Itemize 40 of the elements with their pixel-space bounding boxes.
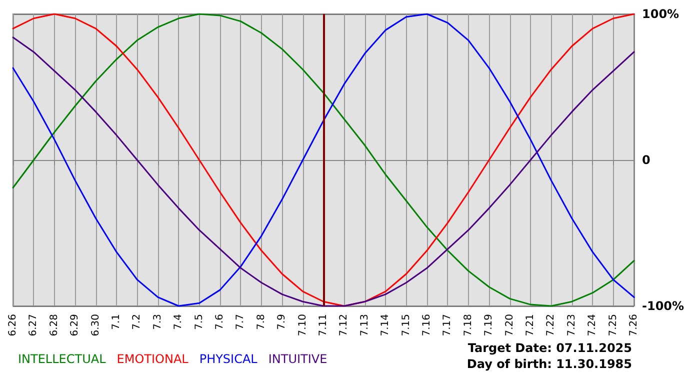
x-tick-label: 7.14	[380, 314, 392, 336]
x-tick-label: 7.1	[111, 314, 122, 330]
text: EMOTIONAL	[116, 352, 189, 366]
x-tick-label: 6.30	[90, 314, 102, 336]
x-tick-label: 7.26	[628, 314, 640, 336]
x-tick-label: 7.12	[338, 314, 350, 336]
x-tick-label: 6.26	[8, 314, 18, 336]
x-tick-label: 7.10	[297, 314, 308, 336]
text: PHYSICAL	[199, 352, 258, 366]
y-tick-label: 0	[642, 153, 650, 167]
x-tick-label: 7.24	[587, 314, 598, 336]
x-tick-label: 7.4	[173, 314, 184, 330]
x-tick-label: 7.9	[276, 314, 288, 330]
x-tick-label: 6.28	[48, 314, 60, 336]
x-tick-label: 7.23	[566, 314, 578, 336]
text: Target Date: 07.11.2025	[468, 341, 632, 355]
text: INTUITIVE	[268, 352, 328, 366]
text: Day of birth: 11.30.1985	[466, 357, 632, 371]
x-tick-label: 7.22	[546, 314, 557, 336]
x-tick-label: 7.19	[484, 314, 495, 336]
x-tick-label: 7.2	[132, 314, 143, 330]
y-tick-label: 100%	[642, 7, 680, 21]
x-tick-label: 6.29	[70, 314, 81, 336]
x-tick-label: 7.17	[442, 314, 454, 336]
x-tick-label: 6.27	[28, 314, 40, 336]
x-tick-label: 7.16	[422, 314, 432, 336]
x-tick-label: 7.3	[152, 314, 164, 330]
x-tick-label: 7.8	[256, 314, 267, 330]
x-tick-label: 7.6	[214, 314, 226, 330]
x-tick-label: 7.18	[462, 314, 474, 336]
x-tick-label: 7.11	[318, 314, 329, 336]
x-tick-label: 7.15	[400, 314, 412, 336]
text: INTELLECTUAL	[18, 352, 106, 366]
x-tick-label: 7.7	[235, 314, 246, 330]
x-tick-label: 7.5	[194, 314, 205, 330]
x-tick-label: 7.13	[359, 314, 370, 336]
x-tick-label: 7.25	[608, 314, 619, 336]
y-tick-label: -100%	[642, 299, 684, 313]
x-tick-label: 7.21	[525, 314, 536, 336]
x-tick-label: 7.20	[504, 314, 516, 336]
